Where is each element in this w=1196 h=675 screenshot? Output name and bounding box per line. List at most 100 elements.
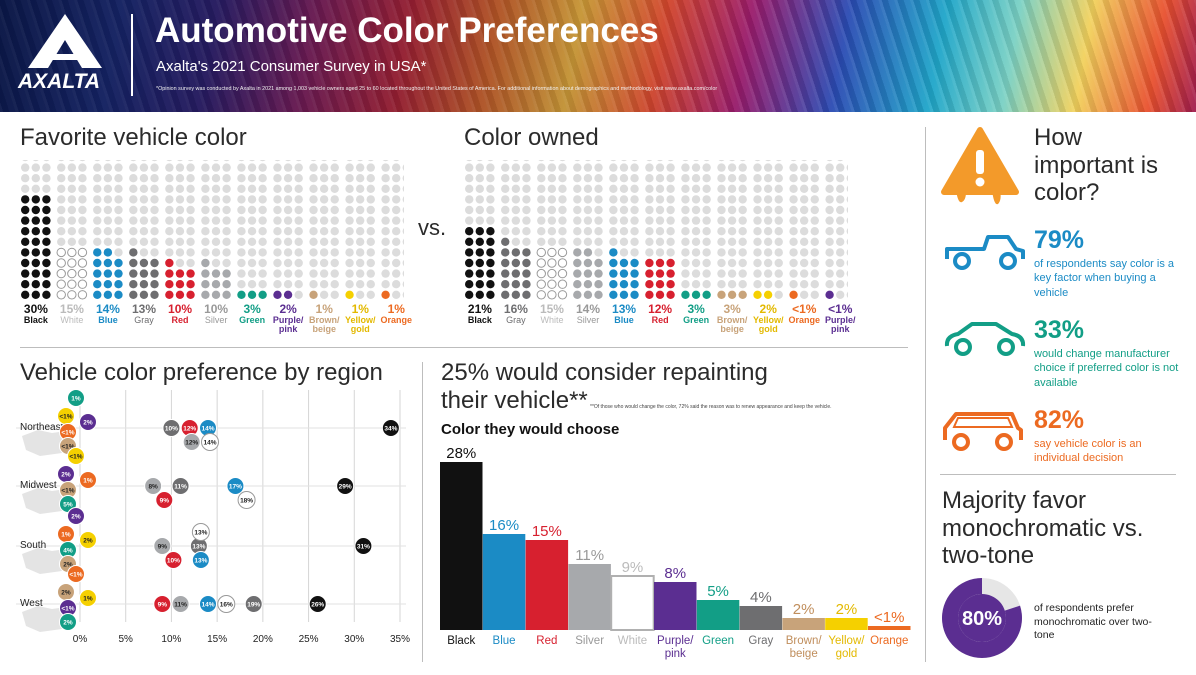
dot-empty [836,184,845,193]
region-point-black [354,537,373,555]
bar-category-label: Yellow/ [828,635,865,647]
dot-empty [511,174,521,183]
dot-empty [330,280,339,289]
dot-black [486,280,495,289]
dot-empty [681,216,690,225]
dot-empty [78,184,87,193]
dot-label-name: Silver [204,314,228,325]
dot-empty [645,237,654,246]
brand-name: AXALTA [18,70,101,93]
dot-empty [211,205,221,215]
dot-empty [294,290,303,299]
dot-empty [594,174,603,183]
dot-empty [718,160,725,162]
dot-empty [837,160,844,162]
dot-empty [222,195,231,204]
dot-empty [177,160,183,162]
dot-empty [522,237,531,246]
region-point-red [155,491,174,509]
dot-empty [738,195,747,204]
dot-empty [319,280,329,289]
dot-empty [114,184,123,193]
dot-empty [774,163,783,172]
dot-empty [646,160,653,162]
dot-empty [763,184,773,193]
dot-empty [331,160,338,162]
stat-value: 33% [1034,316,1085,344]
dot-label-name: Blue [98,314,118,325]
dot-black [42,290,51,299]
dot-empty [355,280,365,289]
dot-empty [78,174,87,183]
dot-empty [283,174,293,183]
dot-empty [42,163,51,172]
dot-empty [346,160,353,162]
dot-empty [392,205,401,215]
bar-category-label: Green [702,635,734,647]
dot-empty [681,237,690,246]
dot-empty [129,195,138,204]
dot-white [67,247,77,258]
region-point-yellow [79,531,97,549]
bar-value-label: 4% [750,589,772,606]
dot-label-name: Yellow/ gold [752,314,784,335]
dot-gray [129,258,138,268]
dot-empty [691,258,701,268]
sports-car-icon [944,322,1026,356]
dot-black [31,227,40,236]
dot-empty [114,195,123,204]
dot-empty [799,174,809,183]
dot-white [536,247,546,258]
dot-empty [43,160,50,162]
dot-white [67,268,77,279]
dot-black [42,205,51,215]
dot-empty [165,205,174,215]
dot-empty [583,205,593,215]
dot-empty [763,163,773,172]
bar-category-label: Red [536,635,557,647]
dot-empty [57,174,66,183]
dot-empty [681,269,690,278]
dot-empty [790,160,797,162]
dot-empty [558,205,567,215]
dot-empty [799,195,809,204]
dot-silver [211,269,221,278]
dot-empty [727,269,737,278]
dot-empty [258,174,267,183]
dot-empty [846,206,848,214]
x-tick-label: 30% [344,634,364,645]
dot-blue [93,258,102,268]
dot-empty [345,163,354,172]
dot-blue [103,248,113,257]
dot-empty [666,227,675,236]
dot-empty [330,227,339,236]
dot-empty [558,237,567,246]
dot-empty [682,160,689,162]
stat-value: 79% [1034,226,1085,254]
region-point-white [237,491,256,509]
monochrome-donut-chart: 80% [942,578,1022,658]
dot-blue [630,290,639,299]
dot-empty [345,269,354,278]
dot-red [655,258,665,268]
dot-empty [753,258,762,268]
dot-empty [717,205,726,215]
dot-empty [630,248,639,257]
dot-empty [702,205,711,215]
dot-empty [57,237,66,246]
dot-empty [774,290,783,299]
pickup-truck-icon [945,235,1025,270]
dot-empty [330,269,339,278]
mono-description: of respondents prefer monochromatic over… [1034,602,1152,642]
dot-empty [139,205,149,215]
dot-empty [294,248,303,257]
dot-blue [619,280,629,289]
dot-gray [150,290,159,299]
dot-grid [465,160,848,300]
dot-empty [836,290,845,299]
dot-brown [738,290,747,299]
dot-empty [247,258,257,268]
dot-empty [811,160,818,162]
region-point-label: 13% [192,544,205,551]
dot-black [21,227,30,236]
